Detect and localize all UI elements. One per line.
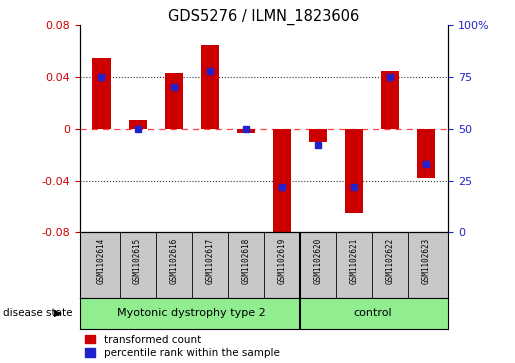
Bar — [129, 120, 147, 129]
Bar — [417, 129, 435, 178]
Text: Myotonic dystrophy type 2: Myotonic dystrophy type 2 — [117, 308, 266, 318]
Text: GSM1102621: GSM1102621 — [350, 237, 358, 284]
Legend: transformed count, percentile rank within the sample: transformed count, percentile rank withi… — [85, 335, 280, 358]
Bar — [165, 73, 183, 129]
Text: GSM1102623: GSM1102623 — [422, 237, 431, 284]
Text: GSM1102617: GSM1102617 — [205, 237, 214, 284]
Text: GSM1102615: GSM1102615 — [133, 237, 142, 284]
Bar — [93, 58, 111, 129]
Text: GSM1102622: GSM1102622 — [386, 237, 395, 284]
Bar — [381, 71, 399, 129]
Text: GSM1102614: GSM1102614 — [97, 237, 106, 284]
Bar — [300, 298, 448, 329]
Title: GDS5276 / ILMN_1823606: GDS5276 / ILMN_1823606 — [168, 9, 359, 25]
Text: control: control — [353, 308, 391, 318]
Bar — [201, 45, 219, 129]
Text: GSM1102619: GSM1102619 — [278, 237, 286, 284]
Text: ▶: ▶ — [54, 308, 62, 318]
Bar — [309, 129, 327, 142]
Bar — [273, 129, 291, 239]
Bar — [345, 129, 363, 213]
Text: GSM1102616: GSM1102616 — [169, 237, 178, 284]
Text: disease state: disease state — [3, 308, 72, 318]
Bar — [237, 129, 255, 133]
Bar — [80, 298, 300, 329]
Text: GSM1102618: GSM1102618 — [242, 237, 250, 284]
Text: GSM1102620: GSM1102620 — [314, 237, 322, 284]
